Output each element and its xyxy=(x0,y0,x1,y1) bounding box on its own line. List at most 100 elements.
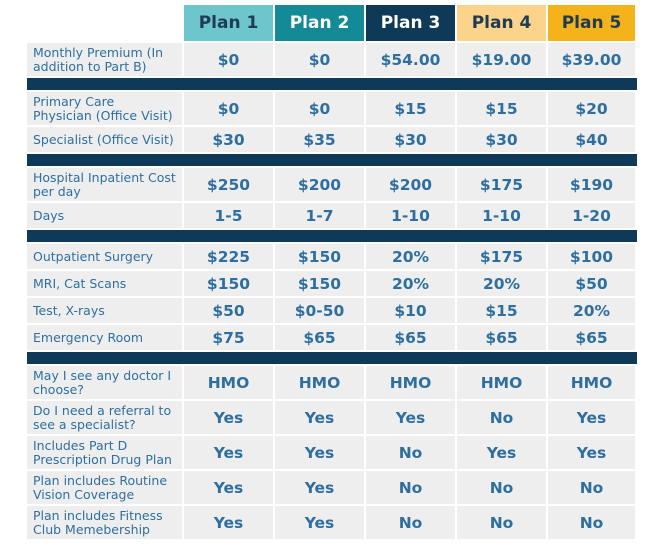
plan-4-value: 20% xyxy=(457,271,546,296)
plan-5-value: $65 xyxy=(548,325,635,350)
table-row: MRI, Cat Scans $150 $150 20% 20% $50 xyxy=(27,271,637,296)
table-row: Emergency Room $75 $65 $65 $65 $65 xyxy=(27,325,637,350)
section-divider xyxy=(27,154,637,166)
row-label: Plan includes Routine Vision Coverage xyxy=(27,471,182,504)
plan-3-value: No xyxy=(366,471,455,504)
plan-header-row: Plan 1 Plan 2 Plan 3 Plan 4 Plan 5 xyxy=(27,5,637,41)
plan-1-value: $150 xyxy=(184,271,273,296)
plan-4-value: $175 xyxy=(457,168,546,201)
plan-4-value: $19.00 xyxy=(457,43,546,76)
plan-3-value: $65 xyxy=(366,325,455,350)
table-row: Test, X-rays $50 $0-50 $10 $15 20% xyxy=(27,298,637,323)
plan-3-value: 20% xyxy=(366,271,455,296)
table-row: Plan includes Routine Vision Coverage Ye… xyxy=(27,471,637,504)
row-label: Plan includes Fitness Club Memebership xyxy=(27,506,182,539)
plan-2-value: Yes xyxy=(275,506,364,539)
plan-5-value: $190 xyxy=(548,168,635,201)
plan-2-value: 1-7 xyxy=(275,203,364,228)
table-row: May I see any doctor I choose? HMO HMO H… xyxy=(27,366,637,399)
plan-5-value: 1-20 xyxy=(548,203,635,228)
plan-5-value: HMO xyxy=(548,366,635,399)
table-row: Includes Part D Prescription Drug Plan Y… xyxy=(27,436,637,469)
section-divider xyxy=(27,78,637,90)
plan-1-value: $0 xyxy=(184,43,273,76)
table-row: Monthly Premium (In addition to Part B) … xyxy=(27,43,637,76)
row-label: Outpatient Surgery xyxy=(27,244,182,269)
plan-5-value: No xyxy=(548,506,635,539)
row-label: Hospital Inpatient Cost per day xyxy=(27,168,182,201)
plan-1-header: Plan 1 xyxy=(184,5,273,41)
plan-5-value: $100 xyxy=(548,244,635,269)
plan-2-value: $0 xyxy=(275,92,364,125)
plan-4-value: No xyxy=(457,506,546,539)
section-divider xyxy=(27,352,637,364)
plan-4-value: $30 xyxy=(457,127,546,152)
header-blank xyxy=(27,5,182,41)
plan-1-value: $225 xyxy=(184,244,273,269)
plan-5-value: $39.00 xyxy=(548,43,635,76)
row-label: Primary Care Physician (Office Visit) xyxy=(27,92,182,125)
plan-3-value: 1-10 xyxy=(366,203,455,228)
plan-2-value: HMO xyxy=(275,366,364,399)
plan-2-value: Yes xyxy=(275,401,364,434)
plan-1-value: HMO xyxy=(184,366,273,399)
plan-1-value: Yes xyxy=(184,436,273,469)
plan-4-value: 1-10 xyxy=(457,203,546,228)
table-row: Primary Care Physician (Office Visit) $0… xyxy=(27,92,637,125)
plan-3-header: Plan 3 xyxy=(366,5,455,41)
plan-4-value: HMO xyxy=(457,366,546,399)
plan-2-value: Yes xyxy=(275,436,364,469)
plan-3-value: 20% xyxy=(366,244,455,269)
table-row: Hospital Inpatient Cost per day $250 $20… xyxy=(27,168,637,201)
plan-3-value: HMO xyxy=(366,366,455,399)
plan-2-value: Yes xyxy=(275,471,364,504)
plan-1-value: $50 xyxy=(184,298,273,323)
plan-1-value: 1-5 xyxy=(184,203,273,228)
plan-4-value: No xyxy=(457,471,546,504)
row-label: Do I need a referral to see a specialist… xyxy=(27,401,182,434)
table-row: Plan includes Fitness Club Memebership Y… xyxy=(27,506,637,539)
row-label: Test, X-rays xyxy=(27,298,182,323)
plan-5-value: $50 xyxy=(548,271,635,296)
plan-3-value: Yes xyxy=(366,401,455,434)
row-label: Days xyxy=(27,203,182,228)
plan-1-value: Yes xyxy=(184,506,273,539)
plan-2-value: $200 xyxy=(275,168,364,201)
table-row: Specialist (Office Visit) $30 $35 $30 $3… xyxy=(27,127,637,152)
table-row: Outpatient Surgery $225 $150 20% $175 $1… xyxy=(27,244,637,269)
plan-3-value: $54.00 xyxy=(366,43,455,76)
plan-1-value: $30 xyxy=(184,127,273,152)
plan-4-value: $175 xyxy=(457,244,546,269)
plan-comparison-table: Plan 1 Plan 2 Plan 3 Plan 4 Plan 5 Month… xyxy=(27,5,637,541)
plan-1-value: Yes xyxy=(184,401,273,434)
plan-2-value: $150 xyxy=(275,244,364,269)
row-label: Emergency Room xyxy=(27,325,182,350)
plan-5-header: Plan 5 xyxy=(548,5,635,41)
row-label: May I see any doctor I choose? xyxy=(27,366,182,399)
plan-2-header: Plan 2 xyxy=(275,5,364,41)
plan-3-value: No xyxy=(366,506,455,539)
plan-5-value: No xyxy=(548,471,635,504)
plan-2-value: $35 xyxy=(275,127,364,152)
plan-4-header: Plan 4 xyxy=(457,5,546,41)
plan-1-value: $75 xyxy=(184,325,273,350)
plan-5-value: Yes xyxy=(548,436,635,469)
plan-4-value: Yes xyxy=(457,436,546,469)
plan-1-value: Yes xyxy=(184,471,273,504)
row-label: MRI, Cat Scans xyxy=(27,271,182,296)
plan-4-value: $15 xyxy=(457,298,546,323)
plan-5-value: Yes xyxy=(548,401,635,434)
plan-2-value: $65 xyxy=(275,325,364,350)
plan-4-value: $65 xyxy=(457,325,546,350)
plan-2-value: $150 xyxy=(275,271,364,296)
plan-5-value: $20 xyxy=(548,92,635,125)
plan-3-value: $200 xyxy=(366,168,455,201)
plan-3-value: $10 xyxy=(366,298,455,323)
plan-5-value: $40 xyxy=(548,127,635,152)
plan-4-value: No xyxy=(457,401,546,434)
plan-2-value: $0 xyxy=(275,43,364,76)
table-row: Do I need a referral to see a specialist… xyxy=(27,401,637,434)
plan-3-value: $15 xyxy=(366,92,455,125)
plan-3-value: $30 xyxy=(366,127,455,152)
row-label: Specialist (Office Visit) xyxy=(27,127,182,152)
